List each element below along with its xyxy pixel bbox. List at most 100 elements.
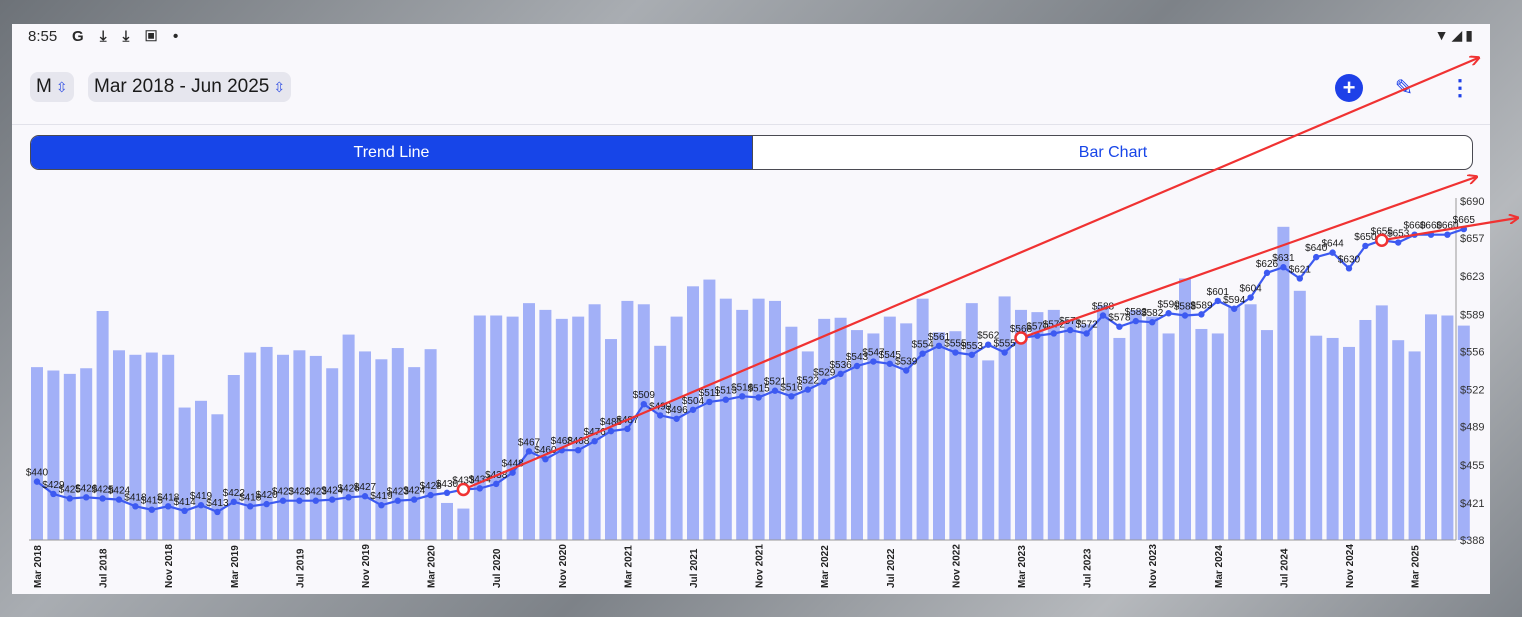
x-tick-label: Jul 2023 xyxy=(1083,548,1094,588)
bar xyxy=(719,298,732,540)
trend-point xyxy=(181,507,188,515)
bar xyxy=(293,350,306,540)
trend-point-label: $529 xyxy=(813,368,836,379)
bar xyxy=(1179,278,1191,540)
trend-point xyxy=(411,496,418,503)
trend-point-label: $543 xyxy=(846,352,869,363)
trend-point xyxy=(575,446,582,454)
bar xyxy=(916,298,929,540)
trend-point xyxy=(1280,264,1287,271)
annotation-arrow xyxy=(1381,218,1517,242)
y-tick-label: $556 xyxy=(1460,346,1484,358)
add-icon[interactable]: + xyxy=(1335,74,1363,102)
trend-point-label: $424 xyxy=(403,486,426,497)
x-tick-label: Nov 2024 xyxy=(1345,544,1356,588)
trend-point xyxy=(214,508,221,516)
trend-point-label: $426 xyxy=(75,483,98,494)
trend-point xyxy=(525,448,533,455)
notification-icons: G ⤓ ⤓ ▣ • xyxy=(72,28,185,45)
bar xyxy=(1261,330,1273,540)
trend-point-label: $496 xyxy=(665,405,688,416)
y-tick-label: $690 xyxy=(1460,196,1484,208)
trend-point-label: $419 xyxy=(370,491,393,502)
trend-point-label: $621 xyxy=(1289,264,1312,275)
trend-point-label: $583 xyxy=(1125,307,1148,318)
bar xyxy=(1097,305,1109,540)
annotation-arrow xyxy=(1020,177,1476,339)
tab-bar-chart[interactable]: Bar Chart xyxy=(752,136,1472,169)
x-tick-label: Jul 2022 xyxy=(886,548,897,588)
bar xyxy=(96,311,109,540)
trend-point-label: $653 xyxy=(1387,229,1410,240)
bar xyxy=(31,367,43,540)
trend-point xyxy=(279,497,287,504)
trend-point-label: $553 xyxy=(961,341,984,352)
trend-point xyxy=(476,485,483,492)
y-tick-label: $455 xyxy=(1460,460,1484,472)
bar xyxy=(441,502,453,540)
bar xyxy=(63,373,76,540)
trend-point-label: $588 xyxy=(1174,301,1197,312)
app-window: 8:55 G ⤓ ⤓ ▣ • ▼◢▮ M ⇳ Mar 2018 - Jun 202… xyxy=(12,24,1490,594)
bar xyxy=(851,330,863,540)
tab-trend-line[interactable]: Trend Line xyxy=(31,136,752,169)
bar xyxy=(326,368,339,540)
trend-line xyxy=(36,228,1465,514)
bar xyxy=(1244,304,1257,540)
trend-point xyxy=(1263,269,1271,277)
bar xyxy=(1211,333,1224,540)
edit-icon[interactable]: ✎ xyxy=(1394,75,1414,100)
bar xyxy=(801,351,814,540)
more-options-icon[interactable]: ⋮ xyxy=(1449,75,1471,100)
bar xyxy=(654,345,667,540)
period-value: M xyxy=(36,76,52,97)
trend-point xyxy=(689,406,697,413)
x-tick-label: Mar 2019 xyxy=(230,545,241,588)
trend-point-label: $594 xyxy=(1223,295,1246,306)
trend-point-label: $426 xyxy=(337,483,360,494)
status-bar: 8:55 G ⤓ ⤓ ▣ • ▼◢▮ xyxy=(12,24,1490,50)
trend-point-label: $572 xyxy=(1075,319,1098,330)
bar xyxy=(506,316,519,540)
bar xyxy=(1047,309,1060,540)
bar xyxy=(424,349,437,540)
bar xyxy=(162,354,175,540)
bar xyxy=(145,352,158,540)
trend-point xyxy=(985,341,992,348)
trend-point xyxy=(870,358,877,365)
trend-point-label: $504 xyxy=(682,396,705,407)
x-tick-label: Nov 2020 xyxy=(558,544,569,588)
trend-point-label: $660 xyxy=(1436,221,1459,232)
trend-point xyxy=(1198,311,1205,318)
trend-point xyxy=(329,496,336,503)
trend-point-label: $578 xyxy=(1108,313,1131,324)
bar xyxy=(1425,314,1437,540)
trend-point-label: $650 xyxy=(1354,232,1377,243)
trend-point-label: $631 xyxy=(1272,253,1295,264)
bar xyxy=(375,359,388,540)
bar xyxy=(867,333,880,540)
bar xyxy=(129,354,142,540)
trend-point-label: $424 xyxy=(108,486,131,497)
trend-point-label: $660 xyxy=(1403,221,1426,232)
bar xyxy=(244,352,257,540)
bar xyxy=(260,346,273,540)
y-tick-label: $388 xyxy=(1460,535,1484,547)
bar xyxy=(309,355,322,540)
period-selector[interactable]: M ⇳ xyxy=(30,72,74,102)
y-tick-label: $489 xyxy=(1460,422,1484,434)
trend-point xyxy=(1231,305,1238,312)
date-range-selector[interactable]: Mar 2018 - Jun 2025 ⇳ xyxy=(88,72,292,102)
bar xyxy=(1129,309,1142,540)
bar xyxy=(1015,309,1027,540)
bar xyxy=(703,279,716,540)
highlighted-point-marker xyxy=(1014,331,1028,345)
signal-battery-icons: ▼◢▮ xyxy=(1434,27,1476,43)
trend-point-label: $547 xyxy=(862,348,885,359)
trend-point xyxy=(263,500,270,508)
bar xyxy=(687,286,699,540)
trend-point-label: $630 xyxy=(1338,254,1361,265)
bar xyxy=(359,351,371,540)
trend-point-label: $601 xyxy=(1207,287,1230,298)
